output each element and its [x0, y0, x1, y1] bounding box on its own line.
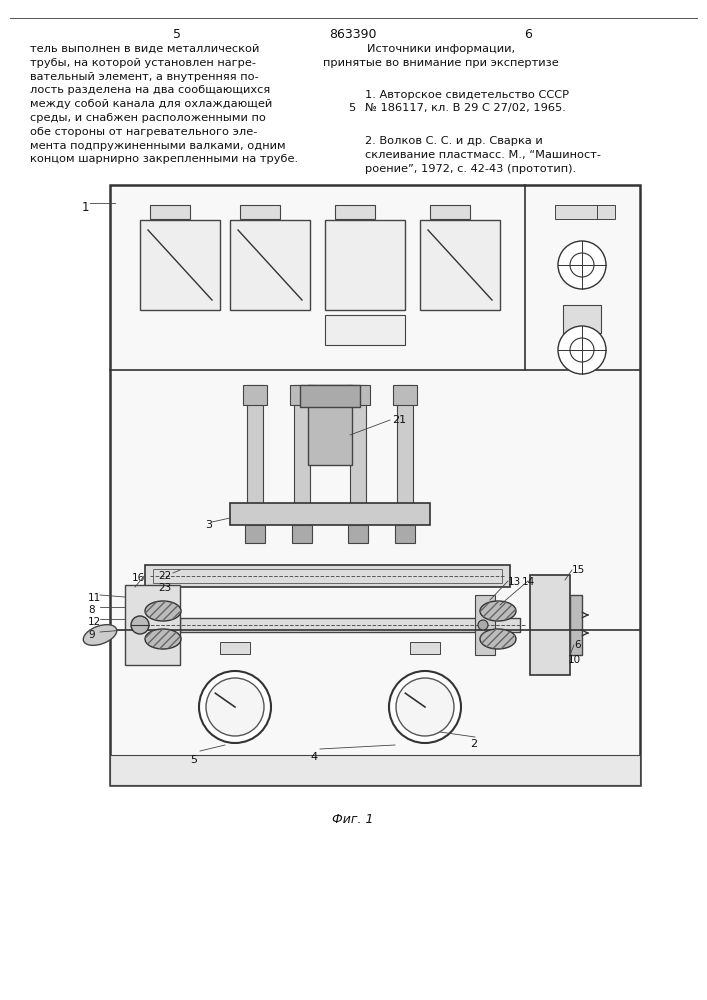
- Text: 1: 1: [82, 201, 90, 214]
- Text: Фиг. 1: Фиг. 1: [332, 813, 374, 826]
- Ellipse shape: [145, 601, 181, 621]
- Bar: [350, 385, 366, 505]
- Text: лость разделена на два сообщающихся: лость разделена на два сообщающихся: [30, 85, 270, 95]
- Bar: [397, 385, 413, 505]
- Text: № 186117, кл. В 29 С 27/02, 1965.: № 186117, кл. В 29 С 27/02, 1965.: [365, 103, 566, 113]
- Text: 2. Волков С. С. и др. Сварка и: 2. Волков С. С. и др. Сварка и: [365, 136, 543, 146]
- Text: тель выполнен в виде металлической: тель выполнен в виде металлической: [30, 44, 259, 54]
- Circle shape: [199, 671, 271, 743]
- Bar: [150, 205, 190, 219]
- Text: 5: 5: [173, 28, 181, 41]
- Bar: [240, 205, 280, 219]
- Text: концом шарнирно закрепленными на трубе.: концом шарнирно закрепленными на трубе.: [30, 154, 298, 164]
- Bar: [395, 525, 415, 543]
- Text: принятые во внимание при экспертизе: принятые во внимание при экспертизе: [323, 58, 559, 68]
- Circle shape: [558, 241, 606, 289]
- Text: обе стороны от нагревательного эле-: обе стороны от нагревательного эле-: [30, 127, 257, 137]
- Bar: [325, 220, 405, 310]
- Ellipse shape: [480, 601, 516, 621]
- Circle shape: [396, 678, 454, 736]
- Text: 6: 6: [574, 640, 580, 650]
- Text: трубы, на которой установлен нагре-: трубы, на которой установлен нагре-: [30, 58, 256, 68]
- Bar: [300, 385, 360, 407]
- Text: 2: 2: [470, 739, 477, 749]
- Bar: [308, 385, 352, 465]
- Text: 5: 5: [190, 755, 197, 765]
- Text: 16: 16: [132, 573, 145, 583]
- Bar: [180, 618, 520, 632]
- Text: 23: 23: [158, 583, 171, 593]
- Text: 10: 10: [568, 655, 581, 665]
- Bar: [153, 569, 502, 583]
- Text: 11: 11: [88, 593, 101, 603]
- Bar: [563, 305, 601, 333]
- Text: 21: 21: [392, 415, 406, 425]
- Bar: [420, 220, 500, 310]
- Ellipse shape: [145, 629, 181, 649]
- Circle shape: [206, 678, 264, 736]
- Bar: [430, 205, 470, 219]
- Bar: [570, 595, 582, 655]
- Text: 9: 9: [88, 630, 95, 640]
- Bar: [247, 385, 263, 505]
- Text: склеивание пластмасс. М., “Машиност-: склеивание пластмасс. М., “Машиност-: [365, 150, 601, 160]
- Ellipse shape: [83, 625, 117, 645]
- Text: 3: 3: [205, 520, 212, 530]
- Bar: [230, 503, 430, 525]
- Text: мента подпружиненными валками, одним: мента подпружиненными валками, одним: [30, 141, 286, 151]
- Text: 8: 8: [88, 605, 95, 615]
- Circle shape: [570, 253, 594, 277]
- Bar: [346, 385, 370, 405]
- Text: 14: 14: [522, 577, 535, 587]
- Bar: [110, 755, 640, 785]
- Text: 12: 12: [88, 617, 101, 627]
- Bar: [243, 385, 267, 405]
- Bar: [530, 575, 570, 675]
- Text: вательный элемент, а внутренняя по-: вательный элемент, а внутренняя по-: [30, 72, 259, 82]
- Circle shape: [389, 671, 461, 743]
- Bar: [410, 642, 440, 654]
- Text: среды, и снабжен расположенными по: среды, и снабжен расположенными по: [30, 113, 266, 123]
- Circle shape: [131, 616, 149, 634]
- Text: 5: 5: [348, 103, 355, 113]
- Bar: [220, 642, 250, 654]
- Bar: [245, 525, 265, 543]
- Bar: [335, 205, 375, 219]
- Bar: [325, 315, 405, 345]
- Bar: [555, 205, 605, 219]
- Bar: [140, 220, 220, 310]
- Bar: [230, 220, 310, 310]
- Bar: [110, 185, 640, 785]
- Text: 22: 22: [158, 571, 171, 581]
- Text: 4: 4: [310, 752, 317, 762]
- Bar: [145, 565, 510, 587]
- Bar: [290, 385, 314, 405]
- Circle shape: [558, 326, 606, 374]
- Text: 15: 15: [572, 565, 585, 575]
- Text: 13: 13: [508, 577, 521, 587]
- Text: между собой канала для охлаждающей: между собой канала для охлаждающей: [30, 99, 272, 109]
- Bar: [292, 525, 312, 543]
- Circle shape: [570, 338, 594, 362]
- Bar: [294, 385, 310, 505]
- Bar: [125, 585, 180, 665]
- Circle shape: [478, 620, 488, 630]
- Ellipse shape: [480, 629, 516, 649]
- Text: роение”, 1972, с. 42-43 (прототип).: роение”, 1972, с. 42-43 (прототип).: [365, 164, 576, 174]
- Bar: [475, 595, 495, 655]
- Bar: [348, 525, 368, 543]
- Text: 863390: 863390: [329, 28, 377, 41]
- Text: Источники информации,: Источники информации,: [367, 44, 515, 54]
- Text: 6: 6: [524, 28, 532, 41]
- Text: 1. Авторское свидетельство СССР: 1. Авторское свидетельство СССР: [365, 90, 569, 100]
- Bar: [393, 385, 417, 405]
- Bar: [597, 205, 615, 219]
